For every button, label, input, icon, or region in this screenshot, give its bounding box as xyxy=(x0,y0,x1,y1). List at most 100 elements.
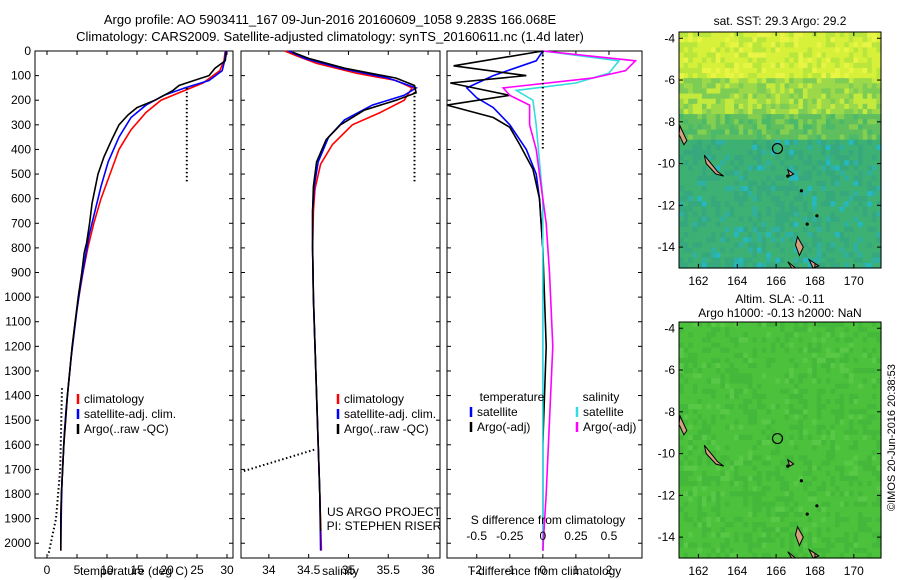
heatmap-cell xyxy=(688,511,694,518)
heatmap-cell xyxy=(784,327,790,333)
heatmap-cell xyxy=(711,93,717,100)
heatmap-cell xyxy=(720,419,726,426)
heatmap-cell xyxy=(775,98,781,105)
heatmap-cell xyxy=(679,103,685,110)
heatmap-cell xyxy=(734,221,740,228)
heatmap-cell xyxy=(692,537,698,544)
heatmap-cell xyxy=(876,124,882,131)
heatmap-cell xyxy=(839,150,845,156)
heatmap-cell xyxy=(688,424,694,431)
heatmap-cell xyxy=(761,352,767,359)
heatmap-cell xyxy=(789,108,795,115)
heatmap-cell xyxy=(835,144,841,151)
heatmap-cell xyxy=(853,552,859,559)
heatmap-cell xyxy=(853,201,859,208)
heatmap-cell xyxy=(825,37,832,43)
heatmap-cell xyxy=(816,393,822,400)
heatmap-cell xyxy=(793,180,799,187)
heatmap-cell xyxy=(876,211,882,218)
heatmap-cell xyxy=(761,537,767,544)
heatmap-cell xyxy=(770,175,777,182)
heatmap-cell xyxy=(701,368,708,374)
heatmap-cell xyxy=(793,83,799,90)
heatmap-cell xyxy=(729,398,735,405)
heatmap-cell xyxy=(683,527,689,533)
heatmap-cell xyxy=(697,373,703,380)
heatmap-cell xyxy=(867,114,873,120)
heatmap-cell xyxy=(862,388,868,395)
heatmap-cell xyxy=(835,445,841,451)
heatmap-cell xyxy=(683,414,689,421)
heatmap-cell xyxy=(835,486,841,492)
heatmap-cell xyxy=(844,37,850,43)
heatmap-cell xyxy=(812,337,818,344)
heatmap-cell xyxy=(848,108,855,115)
heatmap-cell xyxy=(683,347,689,354)
heatmap-cell xyxy=(770,150,777,156)
heatmap-cell xyxy=(724,440,731,446)
heatmap-cell xyxy=(821,119,827,125)
heatmap-cell xyxy=(821,237,827,243)
heatmap-cell xyxy=(784,434,790,441)
heatmap-cell xyxy=(720,170,726,177)
heatmap-cell xyxy=(858,475,864,482)
heatmap-cell xyxy=(853,542,859,549)
heatmap-cell xyxy=(839,93,845,100)
heatmap-cell xyxy=(724,185,731,192)
heatmap-cell xyxy=(871,83,878,90)
heatmap-cell xyxy=(798,32,804,38)
heatmap-cell xyxy=(724,180,731,187)
heatmap-cell xyxy=(729,78,735,84)
heatmap-cell xyxy=(701,460,708,467)
heatmap-cell xyxy=(821,409,827,415)
heatmap-cell xyxy=(692,429,698,436)
heatmap-cell xyxy=(876,32,882,38)
heatmap-cell xyxy=(692,42,698,48)
heatmap-cell xyxy=(858,160,864,166)
heatmap-cell xyxy=(738,537,744,544)
heatmap-cell xyxy=(835,196,841,202)
heatmap-cell xyxy=(743,460,749,467)
heatmap-cell xyxy=(802,206,809,213)
heatmap-cell xyxy=(780,124,786,131)
heatmap-cell xyxy=(770,347,777,354)
heatmap-cell xyxy=(816,139,822,146)
heatmap-cell xyxy=(683,388,689,395)
heatmap-cell xyxy=(871,129,878,136)
heatmap-cell xyxy=(734,491,740,498)
heatmap-cell xyxy=(752,114,758,120)
heatmap-cell xyxy=(757,501,763,508)
heatmap-cell xyxy=(862,170,868,177)
heatmap-cell xyxy=(802,404,809,410)
heatmap-cell xyxy=(743,252,749,259)
heatmap-cell xyxy=(825,424,832,431)
heatmap-cell xyxy=(743,347,749,354)
heatmap-cell xyxy=(812,201,818,208)
heatmap-cell xyxy=(706,368,712,374)
heatmap-cell xyxy=(701,88,708,95)
heatmap-cell xyxy=(871,170,878,177)
heatmap-cell xyxy=(770,506,777,513)
heatmap-cell xyxy=(835,522,841,528)
heatmap-cell xyxy=(839,119,845,125)
heatmap-cell xyxy=(743,42,749,48)
heatmap-cell xyxy=(848,47,855,54)
heatmap-cell xyxy=(747,206,754,213)
heatmap-cell xyxy=(784,455,790,462)
heatmap-cell xyxy=(706,542,712,549)
y-tick-label: 1600 xyxy=(4,438,31,452)
heatmap-cell xyxy=(701,506,708,513)
heatmap-cell xyxy=(679,511,685,518)
heatmap-cell xyxy=(821,124,827,131)
heatmap-cell xyxy=(793,221,799,228)
heatmap-cell xyxy=(867,445,873,451)
heatmap-cell xyxy=(802,175,809,182)
heatmap-cell xyxy=(839,52,845,59)
heatmap-cell xyxy=(734,124,740,131)
heatmap-cell xyxy=(853,180,859,187)
heatmap-cell xyxy=(715,445,721,451)
heatmap-cell xyxy=(802,165,809,172)
heatmap-cell xyxy=(812,445,818,451)
heatmap-cell xyxy=(812,460,818,467)
heatmap-cell xyxy=(770,170,777,177)
